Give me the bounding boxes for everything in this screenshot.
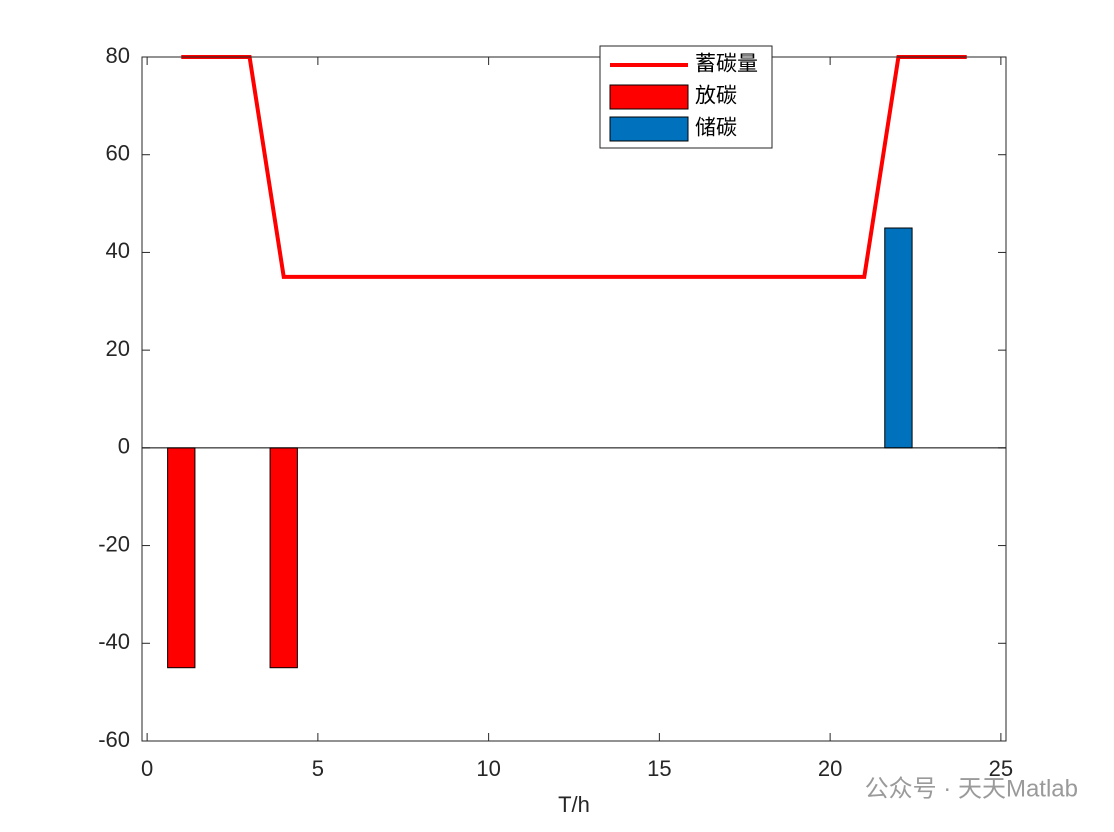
legend-label: 放碳 [695, 85, 737, 108]
axes-box [141, 56, 1007, 742]
y-tick-label: -60 [98, 727, 130, 752]
x-axis-label: T/h [558, 792, 590, 817]
y-tick-label: 0 [118, 434, 130, 459]
x-tick-label: 25 [989, 756, 1013, 781]
x-tick-label: 15 [647, 756, 671, 781]
y-tick-label: -40 [98, 629, 130, 654]
x-tick-label: 10 [476, 756, 500, 781]
legend-label: 蓄碳量 [695, 53, 758, 76]
y-tick-label: 60 [106, 141, 130, 166]
y-tick-label: 20 [106, 336, 130, 361]
bar [167, 447, 196, 669]
bar [269, 447, 298, 669]
line [181, 55, 967, 279]
bar [884, 227, 913, 449]
y-tick-label: 40 [106, 238, 130, 263]
x-tick-label: 0 [141, 756, 153, 781]
x-tick-label: 5 [312, 756, 324, 781]
legend-label: 储碳 [695, 117, 737, 140]
y-tick-label: -20 [98, 531, 130, 556]
y-tick-label: 80 [106, 43, 130, 68]
watermark: 公众号 · 天天Matlab [865, 775, 1078, 802]
x-tick-label: 20 [818, 756, 842, 781]
legend-swatch [609, 84, 689, 110]
legend-swatch [609, 116, 689, 142]
